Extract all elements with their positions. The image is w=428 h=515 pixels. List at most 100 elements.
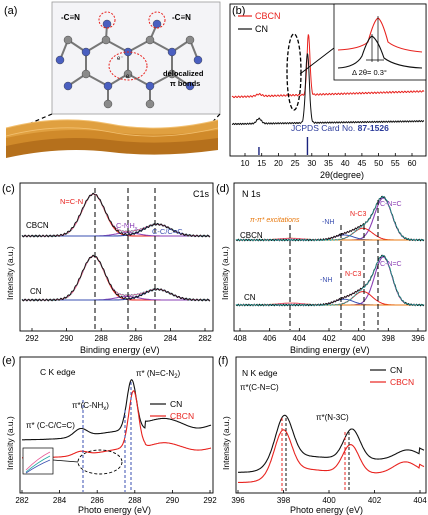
panel-e-xlabel: Photo energy (eV): [78, 505, 151, 515]
panel-d-xlabel: Binding energy (eV): [290, 345, 370, 355]
panel-b-x-ticks: 10 15 20 25 30 35 40 45 50 55 60: [241, 153, 417, 168]
c1s-spectra: [21, 192, 211, 302]
legend-cn-label: CN: [255, 24, 268, 34]
nitrogen-atom: [81, 47, 91, 57]
delocalized-ring-highlight: [108, 51, 148, 81]
delocalized-label-2: π bonds: [170, 79, 200, 88]
x-tick-label: 10: [241, 159, 250, 168]
carbon-atom: [63, 35, 73, 45]
x-tick-label: 290: [60, 334, 74, 343]
panel-d-corner: N 1s: [242, 189, 261, 199]
panel-f-xlabel: Photo energy (eV): [290, 505, 363, 515]
panel-c: (c) C1s Intensity (a.u.) N=C-N C-NHx C-C…: [2, 182, 214, 355]
n1s-cnc-label-bot: C-N=C: [380, 261, 402, 268]
molecule-frame: [51, 1, 221, 115]
x-tick-label: 402: [322, 334, 336, 343]
nkedge-legend-cbcn: CBCN: [390, 377, 414, 387]
inset-curve-2: [25, 455, 51, 473]
panel-d-frame: [233, 182, 427, 332]
panel-e-x-ticks: 282 284 286 288 290 292: [15, 490, 217, 505]
x-tick-label: 282: [198, 334, 212, 343]
panel-f-frame: [235, 356, 427, 494]
x-tick-label: 292: [25, 334, 39, 343]
x-tick-label: 286: [91, 496, 105, 505]
x-tick-label: 408: [233, 334, 247, 343]
ckedge-zoom-ellipse: [77, 449, 123, 475]
panel-e-title: C K edge: [40, 367, 76, 377]
x-tick-label: 50: [374, 159, 383, 168]
nkedge-ann1: π*(C-N=C): [240, 383, 279, 392]
panel-a-label: (a): [4, 5, 17, 17]
x-tick-label: 20: [274, 159, 283, 168]
inset-delta-label: Δ 2θ= 0.3°: [352, 68, 387, 77]
n1s-envelope-cn: [235, 254, 425, 306]
x-tick-label: 35: [324, 159, 333, 168]
nkedge-ann2: π*(N-3C): [316, 413, 349, 422]
x-tick-label: 396: [231, 496, 245, 505]
ckedge-legend-cbcn: CBCN: [170, 411, 194, 421]
panel-f-title: N K edge: [242, 368, 278, 378]
xrd-series-cbcn: [231, 34, 425, 99]
x-tick-label: 25: [291, 159, 300, 168]
x-tick-label: 404: [293, 334, 307, 343]
xrd-inset: Δ 2θ= 0.3°: [333, 3, 427, 81]
carbon-atom: [101, 35, 111, 45]
panel-f-label: (f): [218, 355, 228, 367]
cyano-left-label: -C≡N: [61, 13, 80, 22]
panel-d-x-ticks: 408 406 404 402 400 398 396: [233, 328, 425, 343]
carbon-atom: [103, 99, 113, 109]
ckedge-ann3: π* (C-C/C=C): [26, 421, 75, 430]
panel-e: (e) C K edge Intensity (a.u.) π* (N=C-N2…: [2, 355, 217, 515]
x-tick-label: 60: [408, 159, 417, 168]
x-tick-label: 15: [257, 159, 266, 168]
panel-b-label: (b): [232, 5, 245, 17]
nitrogen-atom: [152, 19, 162, 29]
panel-f-ylabel: Intensity (a.u.): [221, 416, 231, 470]
carbon-atom: [185, 35, 195, 45]
molecule-structure: [55, 19, 203, 109]
xrd-series-cn: [231, 53, 425, 126]
nkedge-legend-cn: CN: [390, 365, 402, 375]
panel-e-frame: [19, 356, 214, 494]
panel-e-label: (e): [2, 355, 15, 367]
panel-e-ylabel: Intensity (a.u.): [5, 416, 15, 470]
panel-d-label: (d): [216, 183, 229, 195]
c1s-raw-cbcn: [21, 192, 211, 238]
panel-b: (b) Δ 2θ= 0.3° CBCN CN JCPDS Card No. 87…: [229, 3, 427, 180]
n1s-nh-label-top: -NH: [322, 219, 334, 226]
jcpds-reference-lines: [258, 137, 309, 155]
x-tick-label: 282: [15, 496, 29, 505]
electron-label-1: e⁻: [117, 56, 124, 62]
panel-c-label: (c): [2, 183, 15, 195]
x-tick-label: 55: [391, 159, 400, 168]
panel-c-frame: [19, 182, 214, 332]
nitrogen-atom: [145, 81, 155, 91]
panel-f: (f) N K edge Intensity (a.u.) π*(C-N=C) …: [218, 355, 427, 515]
xrd-peak-highlight: [286, 33, 302, 111]
carbon-atom: [81, 69, 91, 79]
n1s-n3c-label-bot: N-C3: [345, 271, 361, 278]
n1s-n3c-label-top: N-C3: [350, 211, 366, 218]
cyano-right-label: -C≡N: [172, 13, 191, 22]
ckedge-ann2: π*(C-NHx): [72, 401, 109, 412]
inset-arrow: [299, 47, 335, 75]
inset-connector: [52, 459, 79, 463]
panel-c-ylabel: Intensity (a.u.): [5, 246, 15, 300]
delocalized-label-1: delocalized: [163, 69, 204, 78]
nkedge-series-cbcn: [238, 429, 425, 483]
x-tick-label: 288: [95, 334, 109, 343]
c1s-series-top: CBCN: [26, 221, 49, 230]
c1s-peak2-label: C-NHx: [116, 221, 138, 232]
panel-c-corner: C1s: [193, 189, 210, 199]
c1s-raw-cn: [21, 254, 211, 302]
x-tick-label: 292: [203, 496, 217, 505]
x-tick-label: 284: [164, 334, 178, 343]
nitrogen-atom: [103, 81, 113, 91]
nkedge-series-cn: [238, 414, 425, 473]
x-tick-label: 404: [413, 496, 427, 505]
n1s-nh-label-bot: -NH: [320, 277, 332, 284]
carbon-atom: [145, 99, 155, 109]
panel-f-x-ticks: 396 398 400 402 404: [231, 490, 427, 505]
n1s-series-bot: CN: [244, 293, 256, 302]
x-tick-label: 396: [411, 334, 425, 343]
